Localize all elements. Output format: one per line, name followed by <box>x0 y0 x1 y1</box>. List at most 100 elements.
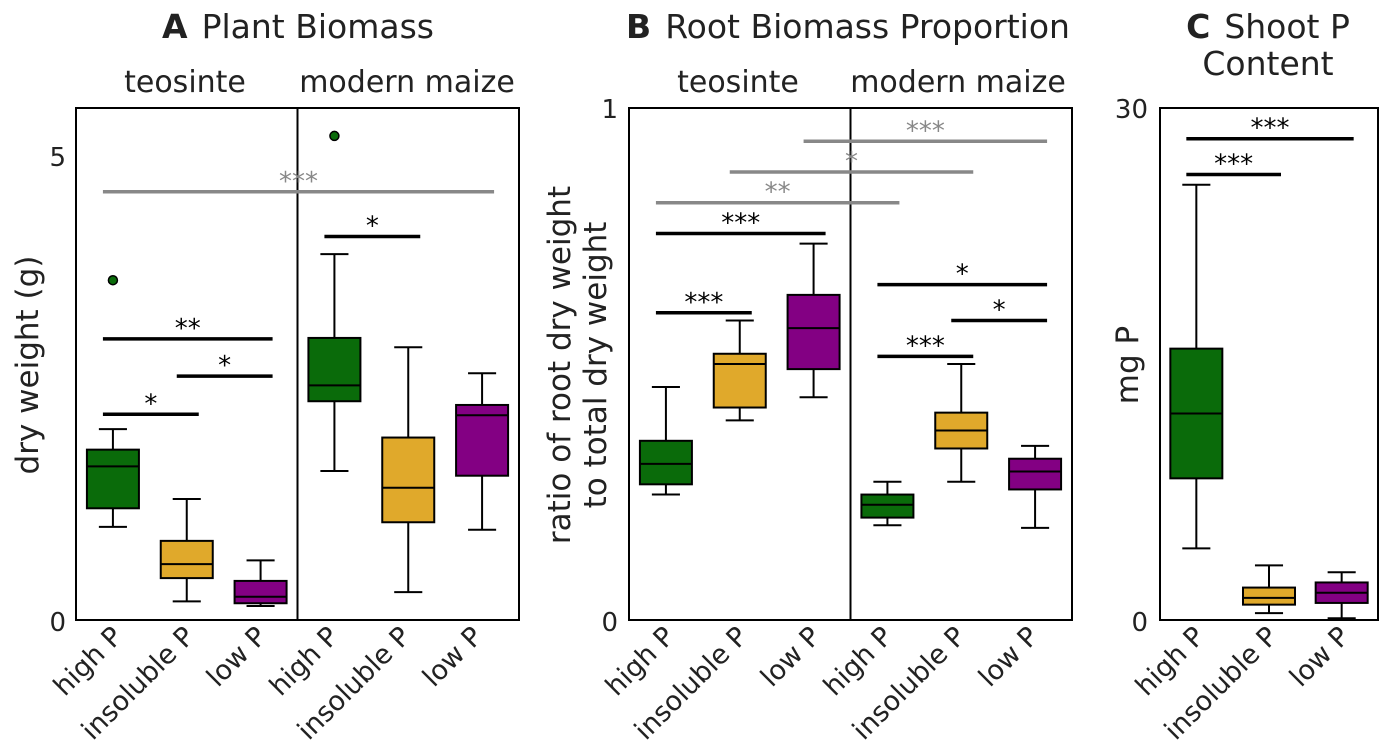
panel-a-significance-label-4: * <box>144 389 157 419</box>
panel-b-significance-2: ** <box>655 178 900 208</box>
panel-a-group-modern-maize: modern maize <box>299 65 515 100</box>
panel-c-low-p-box <box>1314 571 1369 620</box>
panel-b-significance-4: *** <box>655 288 752 318</box>
panel-a-modern-maize-low-p-box <box>455 372 510 531</box>
panel-a-plot-area: ******** <box>85 108 510 620</box>
panel-c-significance-label-0: *** <box>1251 114 1290 144</box>
panel-a-significance-2: ** <box>102 314 273 344</box>
panel-a-modern-maize-high-p-iqr-rect <box>307 336 362 403</box>
panel-c-insoluble-p-iqr-rect <box>1242 586 1296 606</box>
panel-a-title: A Plant Biomass <box>162 7 434 46</box>
panel-b-significance-1: * <box>729 147 974 177</box>
panel-a-teosinte-insoluble-p-box <box>159 497 214 603</box>
panel-c-shoot-p-content: C Shoot P Content mg P 30 0 *** *** high P… <box>1110 7 1379 746</box>
panel-b-teosinte-insoluble-p-iqr-rect <box>712 352 767 409</box>
panel-a-title-text: Plant Biomass <box>202 7 434 46</box>
panel-a-teosinte-high-p-outlier-0 <box>107 274 119 286</box>
panel-a-frame <box>75 107 520 621</box>
panel-b-significance-label-6: * <box>993 295 1006 325</box>
panel-b-significance-0: *** <box>803 116 1048 146</box>
panel-a-significance-4: * <box>102 389 199 419</box>
panel-b-modern-maize-insoluble-p-box <box>934 363 989 483</box>
panel-b-xticklabels: high P insoluble P low P high P insolubl… <box>600 621 1045 746</box>
panel-b-title-text: Root Biomass Proportion <box>665 7 1070 46</box>
panel-b-group-teosinte: teosinte <box>677 65 799 100</box>
panel-b-teosinte-insoluble-p-box <box>712 319 767 422</box>
panel-b-significance-6: * <box>951 295 1048 325</box>
panel-b-teosinte-high-p-iqr-rect <box>638 439 693 486</box>
panel-a-xtick-teosinte-low-p: low P <box>201 621 273 693</box>
panel-b-significance-label-3: *** <box>721 208 760 238</box>
panel-b-group-modern-maize: modern maize <box>850 65 1066 100</box>
panel-b-ylabel-line2: to total dry weight <box>578 222 614 509</box>
panel-b-significance-3: *** <box>655 208 826 238</box>
panel-a-teosinte-high-p-box <box>85 274 140 528</box>
panel-a-significance-0: *** <box>102 167 495 197</box>
panel-a-xtick-maize-low-p: low P <box>417 621 489 693</box>
panel-b-modern-maize-high-p-iqr-rect <box>860 493 915 519</box>
panel-a-modern-maize-low-p-iqr-rect <box>455 403 510 477</box>
panel-a-group-teosinte: teosinte <box>124 65 246 100</box>
panel-b-ytick-1: 1 <box>601 95 618 125</box>
panel-c-significance-label-1: *** <box>1214 150 1253 180</box>
panel-c-frame <box>1159 107 1379 621</box>
panel-b-modern-maize-low-p-box <box>1008 444 1063 529</box>
panel-c-high-p-box <box>1169 183 1224 550</box>
panel-a-modern-maize-insoluble-p-box <box>381 346 436 594</box>
panel-a-ytick-5: 5 <box>49 143 66 173</box>
panel-b-plot-area: ***************** <box>638 108 1063 620</box>
panel-a-modern-maize-high-p-box <box>307 130 362 473</box>
panel-b-significance-7: *** <box>877 331 974 361</box>
panel-a-significance-label-3: * <box>218 351 231 381</box>
panel-c-title-text: Shoot P <box>1224 7 1350 46</box>
panel-b-letter: B <box>626 7 651 46</box>
panel-b-xtick-maize-low-p: low P <box>973 621 1045 693</box>
panel-a-modern-maize-insoluble-p-iqr-rect <box>381 436 436 524</box>
panel-b-significance-label-5: * <box>956 260 969 290</box>
panel-b-teosinte-low-p-iqr-rect <box>786 293 841 371</box>
panel-b-xtick-teosinte-low-p: low P <box>755 621 827 693</box>
panel-b-teosinte-high-p-box <box>638 386 693 496</box>
panel-c-ytick-30: 30 <box>1115 95 1148 125</box>
panel-c-insoluble-p-box <box>1242 564 1296 615</box>
panel-c-title-line1: C Shoot P <box>1186 7 1350 46</box>
panel-a-significance-3: * <box>176 351 273 381</box>
panel-c-plot-area: *** *** <box>1169 114 1369 620</box>
panel-c-xtick-low-p: low P <box>1284 621 1356 693</box>
panel-a-teosinte-insoluble-p-iqr-rect <box>159 539 214 580</box>
panel-a-teosinte-high-p-iqr-rect <box>85 448 140 510</box>
panel-b-significance-label-0: *** <box>906 116 945 146</box>
panel-c-significance-0: *** <box>1186 114 1354 144</box>
panel-c-letter: C <box>1186 7 1210 46</box>
panel-b-significance-label-7: *** <box>906 331 945 361</box>
panel-b-ylabel-line1: ratio of root dry weight <box>542 186 578 544</box>
panel-b-significance-label-2: ** <box>765 178 791 208</box>
panel-a-significance-label-0: *** <box>279 167 318 197</box>
panel-c-significance-1: *** <box>1186 150 1281 180</box>
panel-a-letter: A <box>162 7 188 46</box>
panel-b-significance-label-1: * <box>845 147 858 177</box>
panel-a-significance-label-1: * <box>366 211 379 241</box>
panel-a-xticklabels: high P insoluble P low P high P insolubl… <box>48 621 489 746</box>
panel-b-title: B Root Biomass Proportion <box>626 7 1070 46</box>
panel-a-modern-maize-high-p-outlier-0 <box>329 130 340 142</box>
panel-a-significance-label-2: ** <box>175 314 201 344</box>
panel-b-teosinte-low-p-box <box>786 242 841 399</box>
panel-c-ylabel: mg P <box>1110 326 1146 404</box>
panel-c-xticklabels: high P insoluble P low P <box>1130 621 1356 746</box>
panel-a-plant-biomass: A Plant Biomass teosinte modern maize dry… <box>10 7 520 746</box>
panel-b-ytick-0: 0 <box>601 608 618 638</box>
panel-a-significance-1: * <box>324 211 421 241</box>
panel-b-modern-maize-low-p-iqr-rect <box>1008 457 1063 491</box>
panel-b-frame <box>628 107 1073 621</box>
panel-a-ylabel: dry weight (g) <box>10 256 46 475</box>
panel-b-modern-maize-high-p-box <box>860 480 915 527</box>
panel-b-significance-5: * <box>877 260 1048 290</box>
panel-b-significance-label-4: *** <box>684 288 723 318</box>
panel-a-teosinte-low-p-iqr-rect <box>233 579 288 605</box>
panel-c-title-line2: Content <box>1202 44 1333 83</box>
panel-a-ytick-0: 0 <box>49 608 66 638</box>
panel-b-root-biomass-proportion: B Root Biomass Proportion teosinte modern… <box>542 7 1073 746</box>
panel-a-teosinte-low-p-box <box>233 559 288 608</box>
